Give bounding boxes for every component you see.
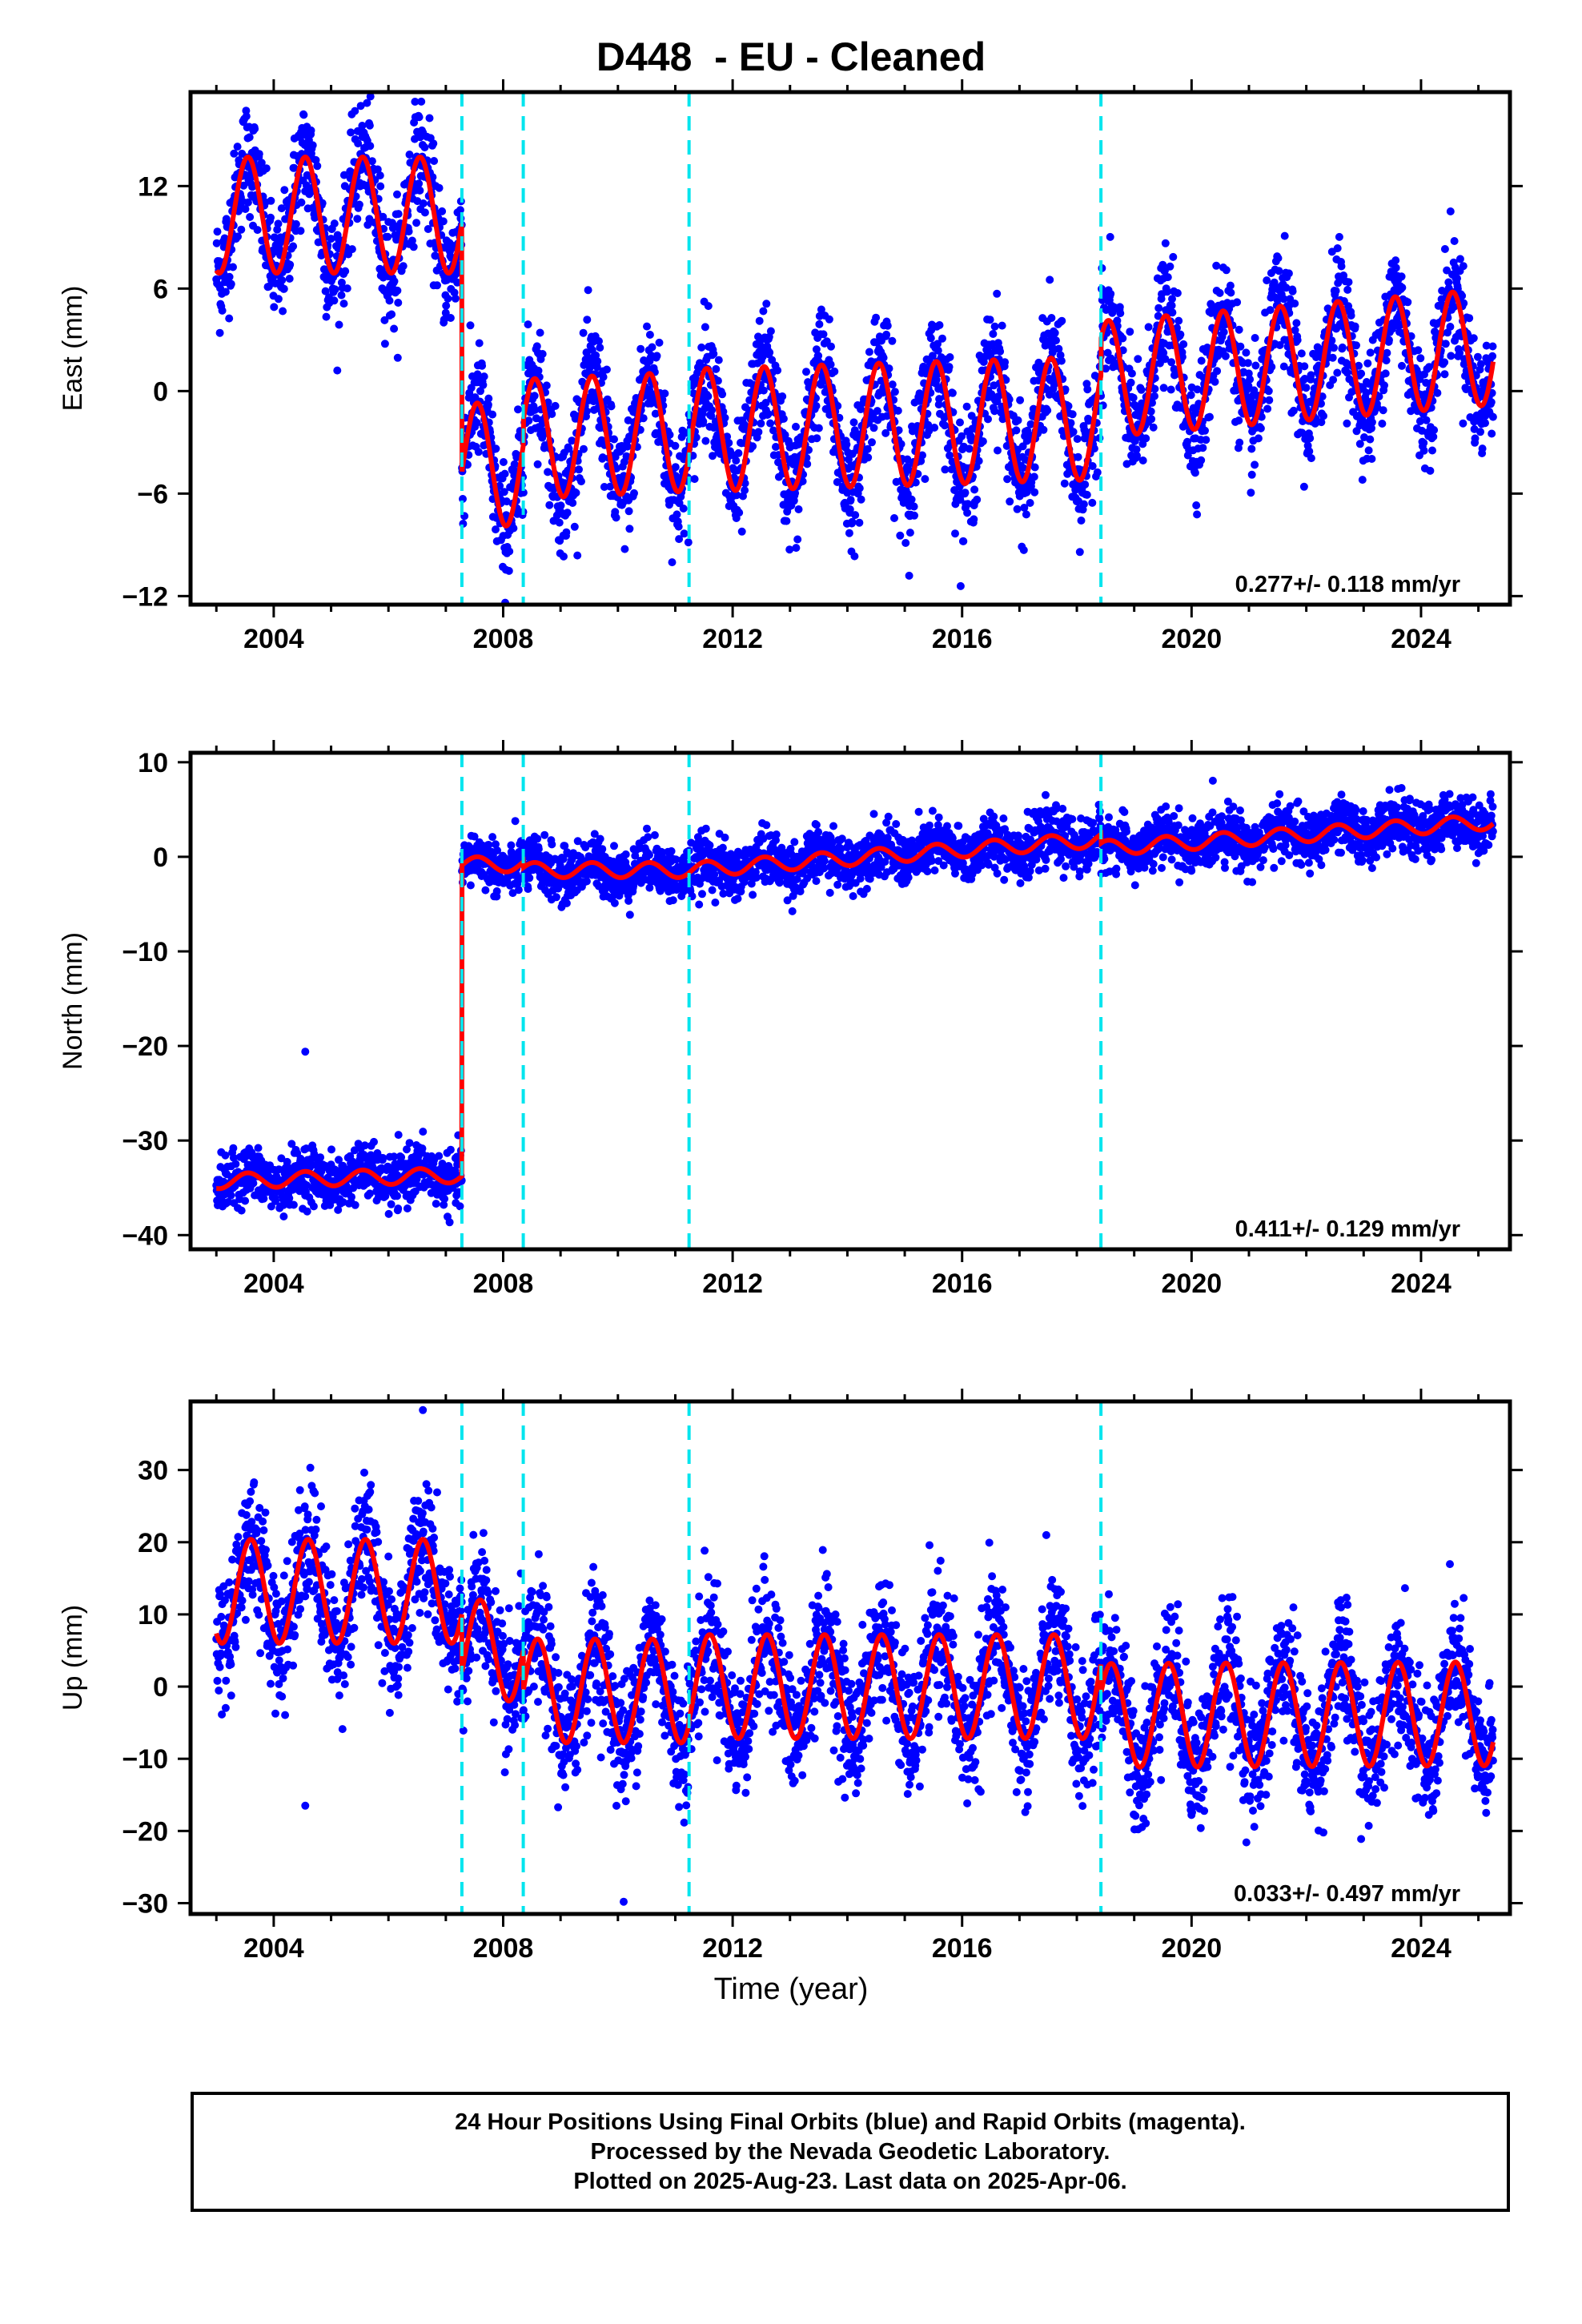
y-tick-label: −10 — [122, 1744, 168, 1775]
x-tick-label: 2024 — [1391, 1933, 1452, 1964]
daily-position-series — [212, 1405, 1497, 1906]
x-axis-label: Time (year) — [713, 1972, 869, 2006]
x-tick-label: 2012 — [702, 1933, 763, 1964]
north-panel: 2004 2008 2012 2016 2020 2024 −40 −30 −20 −10 0 10 N… — [58, 740, 1523, 1299]
rate-label: 0.411+/- 0.129 mm/yr — [1235, 1216, 1460, 1242]
y-axis-label: North (mm) — [58, 932, 88, 1070]
east-panel: 2004 2008 2012 2016 2020 2024 −12 −6 0 6 12 East (m… — [58, 79, 1523, 654]
x-tick-label: 2020 — [1162, 1269, 1223, 1299]
x-tick-label: 2008 — [473, 1933, 534, 1964]
y-tick-label: 20 — [138, 1528, 168, 1558]
y-tick-label: 0 — [153, 842, 168, 873]
x-tick-label: 2024 — [1391, 1269, 1452, 1299]
model-fit-line — [214, 1537, 1496, 1770]
y-tick-label: −30 — [122, 1888, 168, 1919]
y-axis-label: Up (mm) — [58, 1605, 88, 1711]
y-tick-label: 0 — [153, 376, 168, 407]
y-tick-label: −20 — [122, 1031, 168, 1062]
x-tick-label: 2012 — [702, 624, 763, 654]
y-tick-label: −20 — [122, 1816, 168, 1847]
x-tick-label: 2016 — [932, 1933, 993, 1964]
y-tick-label: 6 — [153, 274, 168, 304]
x-tick-label: 2016 — [932, 624, 993, 654]
y-tick-label: −40 — [122, 1220, 168, 1251]
data-points — [212, 1405, 1497, 1906]
daily-position-series — [212, 92, 1497, 605]
plot-frame — [188, 90, 1512, 607]
y-tick-label: −10 — [122, 937, 168, 967]
x-tick-label: 2024 — [1391, 624, 1452, 654]
footer-line-2: Processed by the Nevada Geodetic Laborat… — [590, 2138, 1110, 2165]
y-tick-label: 30 — [138, 1456, 168, 1486]
y-axis-label: East (mm) — [58, 286, 88, 412]
model-fit-line — [215, 814, 1495, 1192]
y-tick-label: 0 — [153, 1672, 168, 1703]
footer-line-3: Plotted on 2025-Aug-23. Last data on 202… — [573, 2168, 1127, 2194]
y-tick-label: −30 — [122, 1126, 168, 1156]
x-tick-label: 2016 — [932, 1269, 993, 1299]
model-fit-line — [214, 155, 1496, 529]
rate-label: 0.033+/- 0.497 mm/yr — [1234, 1881, 1460, 1907]
y-tick-label: −6 — [137, 479, 168, 509]
y-tick-label: −12 — [122, 581, 168, 612]
rate-label: 0.277+/- 0.118 mm/yr — [1235, 572, 1460, 597]
x-tick-label: 2020 — [1162, 624, 1223, 654]
plot-frame — [188, 1399, 1512, 1916]
footer-box: 24 Hour Positions Using Final Orbits (bl… — [191, 2092, 1510, 2212]
x-tick-label: 2012 — [702, 1269, 763, 1299]
plot-frame — [188, 750, 1512, 1252]
y-tick-label: 10 — [138, 1600, 168, 1630]
footer-line-1: 24 Hour Positions Using Final Orbits (bl… — [455, 2109, 1246, 2135]
up-panel: 2004 2008 2012 2016 2020 2024 −30 −20 −10 0 10 20 30… — [58, 1389, 1523, 1964]
data-points — [212, 92, 1497, 605]
y-tick-label: 12 — [138, 171, 168, 202]
x-tick-label: 2008 — [473, 624, 534, 654]
page-title: D448 - EU - Cleaned — [596, 34, 986, 79]
x-tick-label: 2004 — [243, 1269, 304, 1299]
x-tick-label: 2004 — [243, 1933, 304, 1964]
y-tick-label: 10 — [138, 748, 168, 778]
data-points — [212, 776, 1497, 1227]
x-tick-label: 2020 — [1162, 1933, 1223, 1964]
daily-position-series — [212, 776, 1497, 1227]
x-tick-label: 2008 — [473, 1269, 534, 1299]
x-tick-label: 2004 — [243, 624, 304, 654]
